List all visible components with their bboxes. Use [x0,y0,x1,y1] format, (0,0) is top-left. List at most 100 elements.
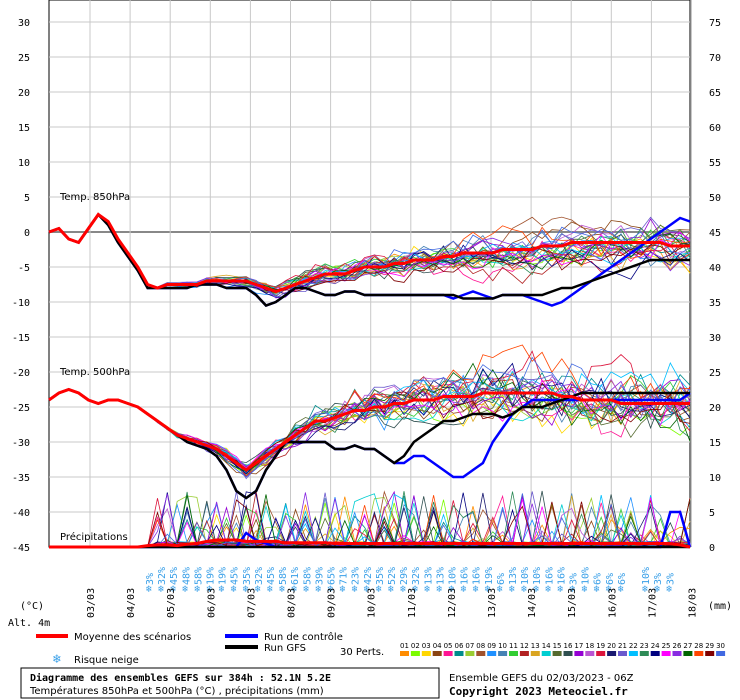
member-swatch [432,651,442,656]
panel-label-precip: Précipitations [60,531,128,543]
snowflake-icon: ❄ [570,584,577,595]
snowflake-icon: ❄ [315,584,322,595]
member-swatch [443,651,453,656]
member-number: 09 [487,642,496,650]
member-swatch [628,651,638,656]
chart-title: Diagramme des ensembles GEFS sur 384h : … [30,672,331,684]
snowflake-icon: ❄ [509,584,516,595]
snow-risk-value: 16% [544,567,555,585]
member-swatch [574,651,584,656]
right-tick-label: 0 [709,543,715,554]
right-tick-label: 15 [709,438,721,449]
snow-risk-value: 61% [290,567,301,585]
right-tick-label: 10 [709,473,721,484]
right-tick-label: 30 [709,333,721,344]
member-swatch [596,651,606,656]
snow-risk-value: 39% [314,567,325,585]
x-tick-label: 18/03 [688,588,699,618]
member-swatch [465,651,475,656]
snowflake-icon: ❄ [146,584,153,595]
snow-risk-value: 35% [375,567,386,585]
right-tick-label: 50 [709,193,721,204]
snow-risk-value: 10% [532,567,543,585]
left-tick-label: 15 [18,123,30,134]
x-axis-labels: 03/03 04/03 05/03 06/03 07/03 08/03 09/03 10/03… [86,588,699,618]
left-tick-label: 25 [18,53,30,64]
snow-risk-value: 6% [617,573,628,585]
snow-risk-value: 16% [556,567,567,585]
snow-risk-value: 71% [339,567,350,585]
left-tick-label: -20 [12,368,30,379]
left-tick-label: 5 [24,193,30,204]
snow-risk-value: 6% [605,573,616,585]
right-tick-label: 60 [709,123,721,134]
x-tick-label: 16/03 [607,588,618,618]
member-number: 27 [683,642,692,650]
member-swatch [541,651,551,656]
right-tick-label: 75 [709,18,721,29]
snowflake-icon: ❄ [194,584,201,595]
snowflake-icon: ❄ [642,584,649,595]
member-swatch [694,651,704,656]
left-tick-label: 30 [18,18,30,29]
snow-risk-value: 13% [508,567,519,585]
snowflake-icon: ❄ [412,584,419,595]
legend-mean-label: Moyenne des scénarios [74,631,191,643]
right-tick-label: 35 [709,298,721,309]
left-tick-label: -45 [12,543,30,554]
member-number: 26 [673,642,682,650]
snowflake-icon: ❄ [376,584,383,595]
legend-snow-label: Risque neige [74,655,139,666]
snow-risk-value: 35% [242,567,253,585]
snowflake-icon: ❄ [666,584,673,595]
snow-risk-value: 48% [181,567,192,585]
member-number: 23 [640,642,649,650]
x-tick-label: 04/03 [126,588,137,618]
right-tick-label: 65 [709,88,721,99]
member-number: 11 [509,642,518,650]
left-tick-label: -15 [12,333,30,344]
snowflake-icon: ❄ [557,584,564,595]
member-number: 14 [542,642,551,650]
snowflake-icon: ❄ [279,584,286,595]
member-number: 30 [716,642,725,650]
member-swatch [487,651,497,656]
snow-risk-value: 32% [254,567,265,585]
member-number: 19 [596,642,605,650]
member-number: 25 [662,642,671,650]
member-swatch [705,651,715,656]
member-swatch [476,651,486,656]
ensemble-run-label: Ensemble GEFS du 02/03/2023 - 06Z [449,673,634,684]
snowflake-icon: ❄ [582,584,589,595]
snow-risk-value: 29% [399,567,410,585]
left-tick-label: -35 [12,473,30,484]
right-unit: (mm) [708,601,732,612]
snow-risk-value: 19% [206,567,217,585]
left-tick-label: -5 [18,263,30,274]
member-swatch [563,651,573,656]
member-swatch [618,651,627,656]
snowflake-icon: ❄ [255,584,262,595]
member-swatch [661,651,671,656]
member-number: 16 [564,642,573,650]
left-tick-label: 10 [18,158,30,169]
chart-subtitle: Températures 850hPa et 500hPa (°C) , pré… [29,685,324,697]
member-number: 06 [455,642,464,650]
snowflake-icon: ❄ [328,584,335,595]
snowflake-icon: ❄ [485,584,492,595]
right-tick-label: 45 [709,228,721,239]
member-swatch [639,651,649,656]
member-number: 17 [574,642,583,650]
left-tick-label: -40 [12,508,30,519]
x-tick-label: 08/03 [287,588,298,618]
member-number: 03 [422,642,431,650]
member-swatch [454,651,464,656]
left-tick-label: -10 [12,298,30,309]
snowflake-icon: ❄ [243,584,250,595]
snowflake-icon: ❄ [364,584,371,595]
member-swatch [716,651,726,656]
snow-risk-value: 6% [593,573,604,585]
member-swatch [607,651,617,656]
right-tick-label: 70 [709,53,721,64]
snowflake-icon: ❄ [291,584,298,595]
